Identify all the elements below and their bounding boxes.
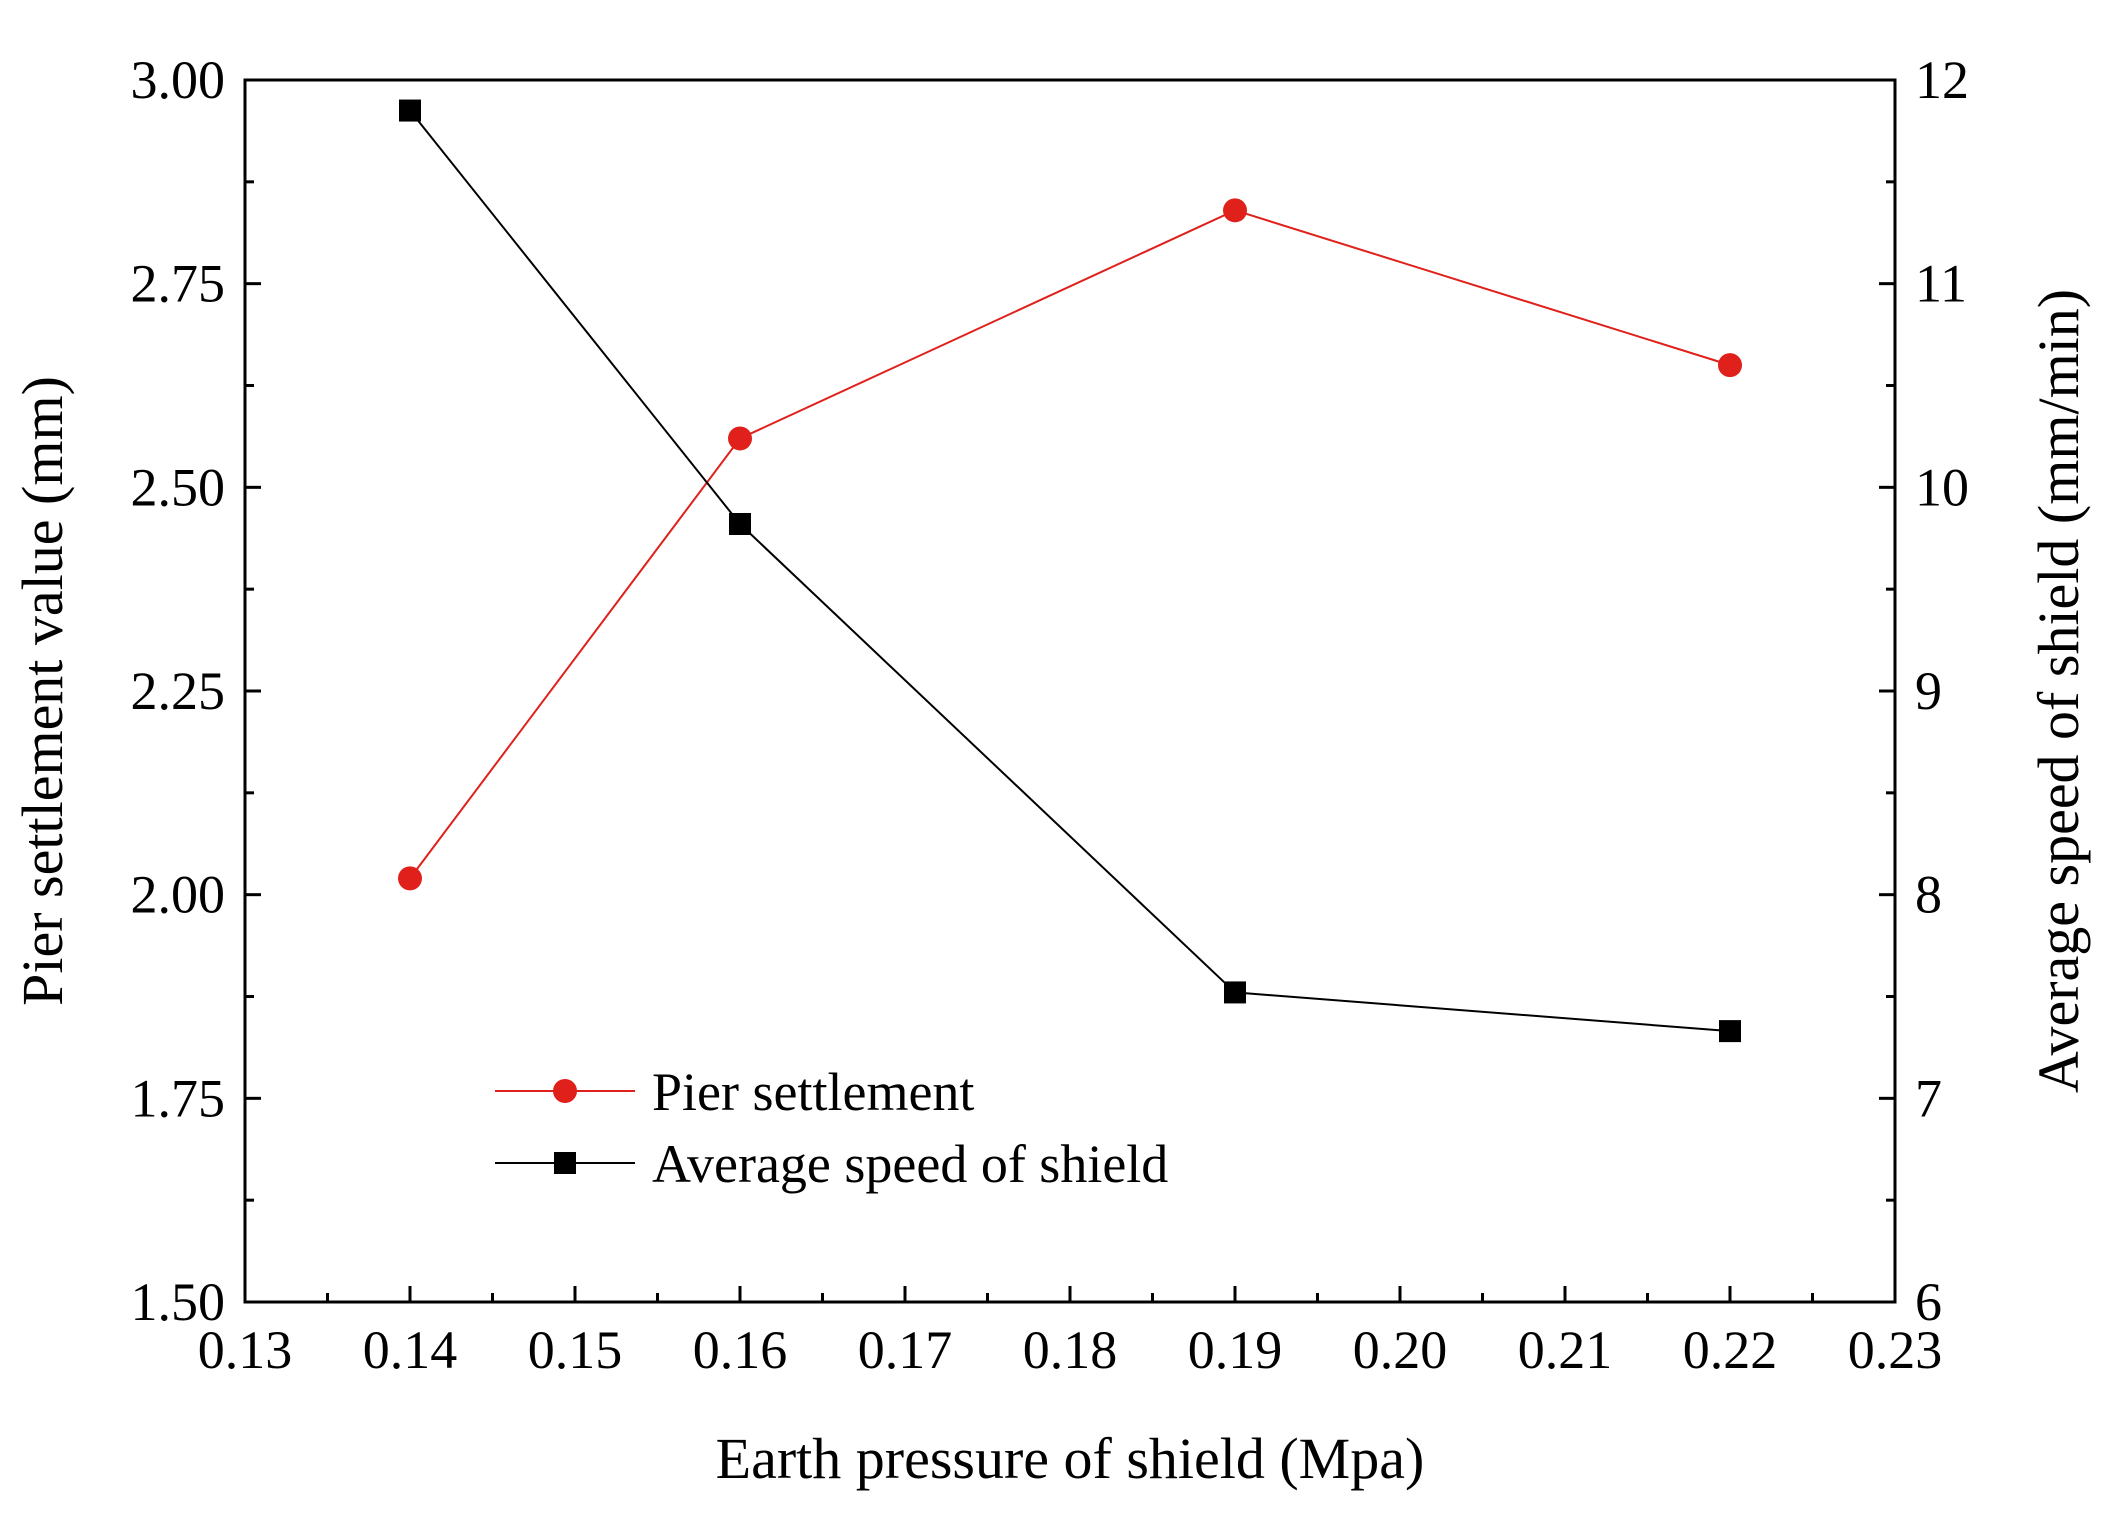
right-y-tick-label: 7 [1915,1068,1942,1128]
left-y-tick-label: 2.50 [131,457,226,517]
x-tick-label: 0.23 [1848,1320,1943,1380]
x-tick-label: 0.14 [363,1320,458,1380]
legend-label-average-speed: Average speed of shield [652,1134,1168,1194]
x-tick-label: 0.16 [693,1320,788,1380]
x-tick-label: 0.22 [1683,1320,1778,1380]
legend-marker-pier-settlement [553,1079,577,1103]
series-line-average-speed-of-shield [409,109,1731,1033]
right-y-axis-label: Average speed of shield (mm/min) [2026,289,2091,1093]
right-y-tick-label: 8 [1915,865,1942,925]
left-y-tick-label: 2.00 [131,865,226,925]
x-tick-label: 0.21 [1518,1320,1613,1380]
data-point-average-speed-of-shield [729,512,751,535]
right-y-tick-label: 12 [1915,50,1969,110]
x-tick-label: 0.13 [198,1320,293,1380]
plot-frame [243,78,1897,1304]
legend-marker-average-speed [554,1152,576,1174]
left-y-tick-label: 3.00 [131,50,226,110]
data-point-average-speed-of-shield [399,99,421,122]
x-axis-label: Earth pressure of shield (Mpa) [716,1426,1425,1491]
left-y-tick-label: 2.25 [131,661,226,721]
x-axis-ticks: 0.13 0.14 0.15 0.16 0.17 0.18 0.19 0.20 0.21 0.22… [198,1286,1943,1380]
series-line-pier-settlement [409,209,1731,879]
left-y-tick-label: 2.75 [131,254,226,314]
series-layer [398,99,1742,1043]
data-point-average-speed-of-shield [1719,1020,1741,1043]
left-y-axis-ticks: 1.50 1.75 2.00 2.25 2.50 2.75 3.00 [131,50,261,1332]
left-y-tick-label: 1.75 [131,1068,226,1128]
data-point-pier-settlement [728,426,752,451]
legend: Pier settlement Average speed of shield [495,1062,1168,1194]
x-tick-label: 0.18 [1023,1320,1118,1380]
x-tick-label: 0.17 [858,1320,953,1380]
right-y-tick-label: 11 [1915,254,1967,314]
right-y-tick-label: 9 [1915,661,1942,721]
x-tick-label: 0.15 [528,1320,623,1380]
legend-label-pier-settlement: Pier settlement [652,1062,974,1122]
data-point-average-speed-of-shield [1224,981,1246,1004]
right-y-axis-ticks: 6 7 8 9 10 11 12 [1879,50,1969,1332]
x-tick-label: 0.20 [1353,1320,1448,1380]
right-y-tick-label: 10 [1915,457,1969,517]
left-y-axis-label: Pier settlement value (mm) [10,376,75,1006]
right-y-tick-label: 6 [1915,1272,1942,1332]
data-point-pier-settlement [398,866,422,891]
x-tick-label: 0.19 [1188,1320,1283,1380]
data-point-pier-settlement [1223,198,1247,223]
left-y-tick-label: 1.50 [131,1272,226,1332]
data-point-pier-settlement [1718,353,1742,378]
